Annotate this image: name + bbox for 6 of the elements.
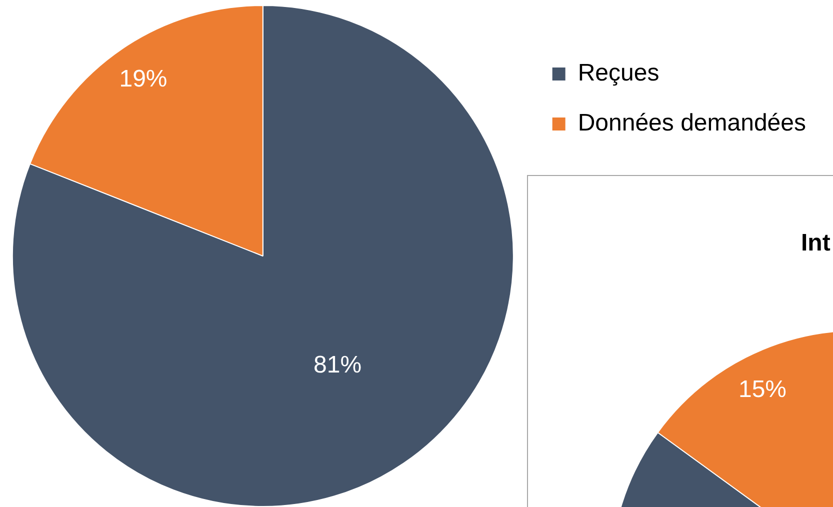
data-label: 81% bbox=[314, 351, 362, 378]
data-label: 19% bbox=[119, 66, 168, 93]
legend-label: Reçues bbox=[578, 60, 660, 87]
legend-label: Données demandées bbox=[578, 110, 806, 137]
data-label: 15% bbox=[738, 376, 787, 404]
chart-title: Int bbox=[801, 230, 830, 257]
